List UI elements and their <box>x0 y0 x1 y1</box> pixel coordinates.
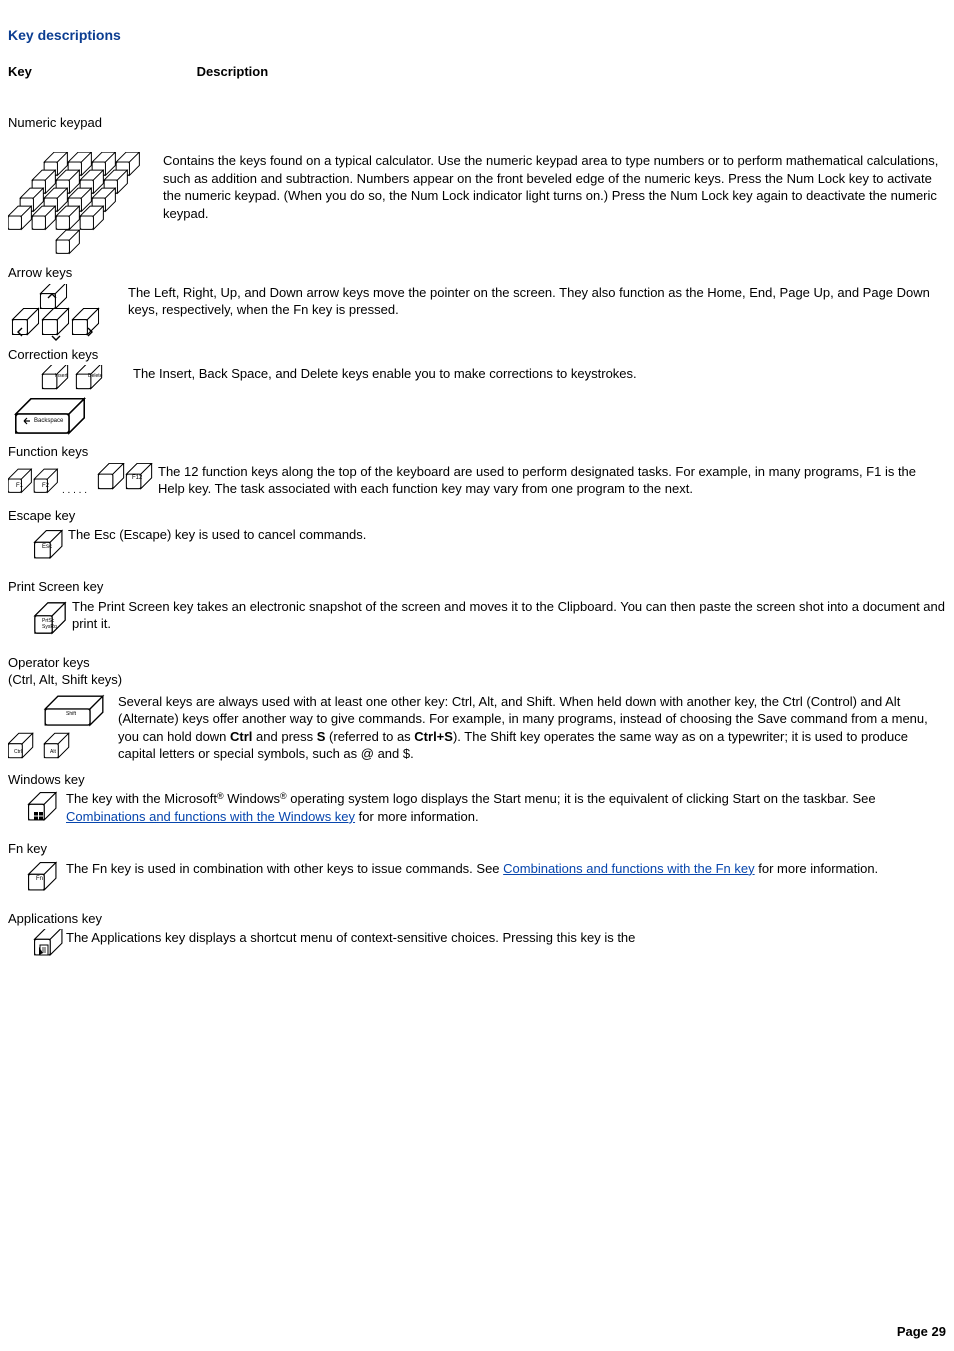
function-keys-icon: . . . . . F1 F2 F12 <box>8 463 158 507</box>
bold-ctrls: Ctrl+S <box>414 729 453 744</box>
svg-text:F1: F1 <box>16 483 24 489</box>
bold-ctrl: Ctrl <box>230 729 252 744</box>
text: Windows <box>224 791 280 806</box>
entry-correction-keys: Correction keys Insert Delete Backspace … <box>8 346 946 444</box>
entry-description: Contains the keys found on a typical cal… <box>163 153 938 221</box>
registered-mark: ® <box>280 791 287 801</box>
entry-title: Operator keys <box>8 654 946 672</box>
numeric-keypad-icon <box>8 152 163 264</box>
svg-text:Insert: Insert <box>55 373 68 379</box>
section-title: Key descriptions <box>8 26 946 45</box>
entry-title: Applications key <box>8 910 946 928</box>
operator-keys-icon: Shift Ctrl Alt <box>8 693 118 771</box>
entry-description: The key with the Microsoft® Windows® ope… <box>66 791 876 824</box>
registered-mark: ® <box>217 791 224 801</box>
entry-title: Windows key <box>8 771 946 789</box>
page-number: Page 29 <box>897 1323 946 1341</box>
entry-description: The Applications key displays a shortcut… <box>66 930 635 945</box>
entry-escape-key: Escape key Esc The Esc (Escape) key is u… <box>8 507 946 579</box>
print-screen-key-icon: PrtSc SysRq <box>8 598 72 654</box>
header-description: Description <box>197 64 269 79</box>
entry-description: The Print Screen key takes an electronic… <box>72 599 945 632</box>
entry-title: Escape key <box>8 507 946 525</box>
svg-text:Esc: Esc <box>42 544 52 550</box>
link-fn-key-combos[interactable]: Combinations and functions with the Fn k… <box>503 861 754 876</box>
entry-description: The Esc (Escape) key is used to cancel c… <box>68 527 366 542</box>
arrow-keys-icon <box>8 284 128 346</box>
entry-description: The Left, Right, Up, and Down arrow keys… <box>128 285 930 318</box>
svg-text:F12: F12 <box>132 475 143 481</box>
entry-operator-keys: Operator keys (Ctrl, Alt, Shift keys) Sh… <box>8 654 946 771</box>
text: (referred to as <box>325 729 414 744</box>
entry-title: Numeric keypad <box>8 114 946 132</box>
fn-key-icon: Fn <box>8 860 66 910</box>
svg-text:Shift: Shift <box>66 711 77 717</box>
entry-windows-key: Windows key The key with the Microsoft® … <box>8 771 946 841</box>
entry-applications-key: Applications key The Applications key di… <box>8 910 946 980</box>
correction-keys-icon: Insert Delete Backspace <box>8 365 133 443</box>
svg-text:. . . . .: . . . . . <box>62 485 87 496</box>
text: and press <box>252 729 316 744</box>
header-key: Key <box>8 63 193 81</box>
entry-fn-key: Fn key Fn The Fn key is used in combinat… <box>8 840 946 910</box>
entry-title: Arrow keys <box>8 264 946 282</box>
svg-text:Ctrl: Ctrl <box>14 749 22 755</box>
svg-text:Alt: Alt <box>50 749 56 755</box>
text: for more information. <box>355 809 479 824</box>
link-windows-key-combos[interactable]: Combinations and functions with the Wind… <box>66 809 355 824</box>
entry-title: Fn key <box>8 840 946 858</box>
text: operating system logo displays the Start… <box>287 791 876 806</box>
text: for more information. <box>755 861 879 876</box>
svg-text:Fn: Fn <box>36 876 43 882</box>
entry-print-screen-key: Print Screen key PrtSc SysRq The Print S… <box>8 578 946 654</box>
entry-title: Function keys <box>8 443 946 461</box>
text: The key with the Microsoft <box>66 791 217 806</box>
windows-key-icon <box>8 790 66 840</box>
entry-title: Correction keys <box>8 346 946 364</box>
escape-key-icon: Esc <box>8 526 68 578</box>
svg-text:SysRq: SysRq <box>42 624 57 630</box>
entry-description: The Fn key is used in combination with o… <box>66 861 878 876</box>
entry-description: The 12 function keys along the top of th… <box>158 464 916 497</box>
text: The Fn key is used in combination with o… <box>66 861 503 876</box>
svg-text:F2: F2 <box>42 483 50 489</box>
table-header: Key Description <box>8 63 946 81</box>
entry-subtitle: (Ctrl, Alt, Shift keys) <box>8 671 946 689</box>
entry-numeric-keypad: Numeric keypad Contains the keys found o… <box>8 114 946 264</box>
entry-function-keys: Function keys . . . . . F1 F2 F12 The 12… <box>8 443 946 507</box>
entry-description: The Insert, Back Space, and Delete keys … <box>133 366 637 381</box>
entry-arrow-keys: Arrow keys The Left, Right, Up, and Down… <box>8 264 946 346</box>
applications-key-icon <box>8 929 66 979</box>
svg-text:Backspace: Backspace <box>34 418 64 424</box>
svg-text:Delete: Delete <box>88 373 103 379</box>
entry-description: Several keys are always used with at lea… <box>118 694 928 762</box>
entry-title: Print Screen key <box>8 578 946 596</box>
